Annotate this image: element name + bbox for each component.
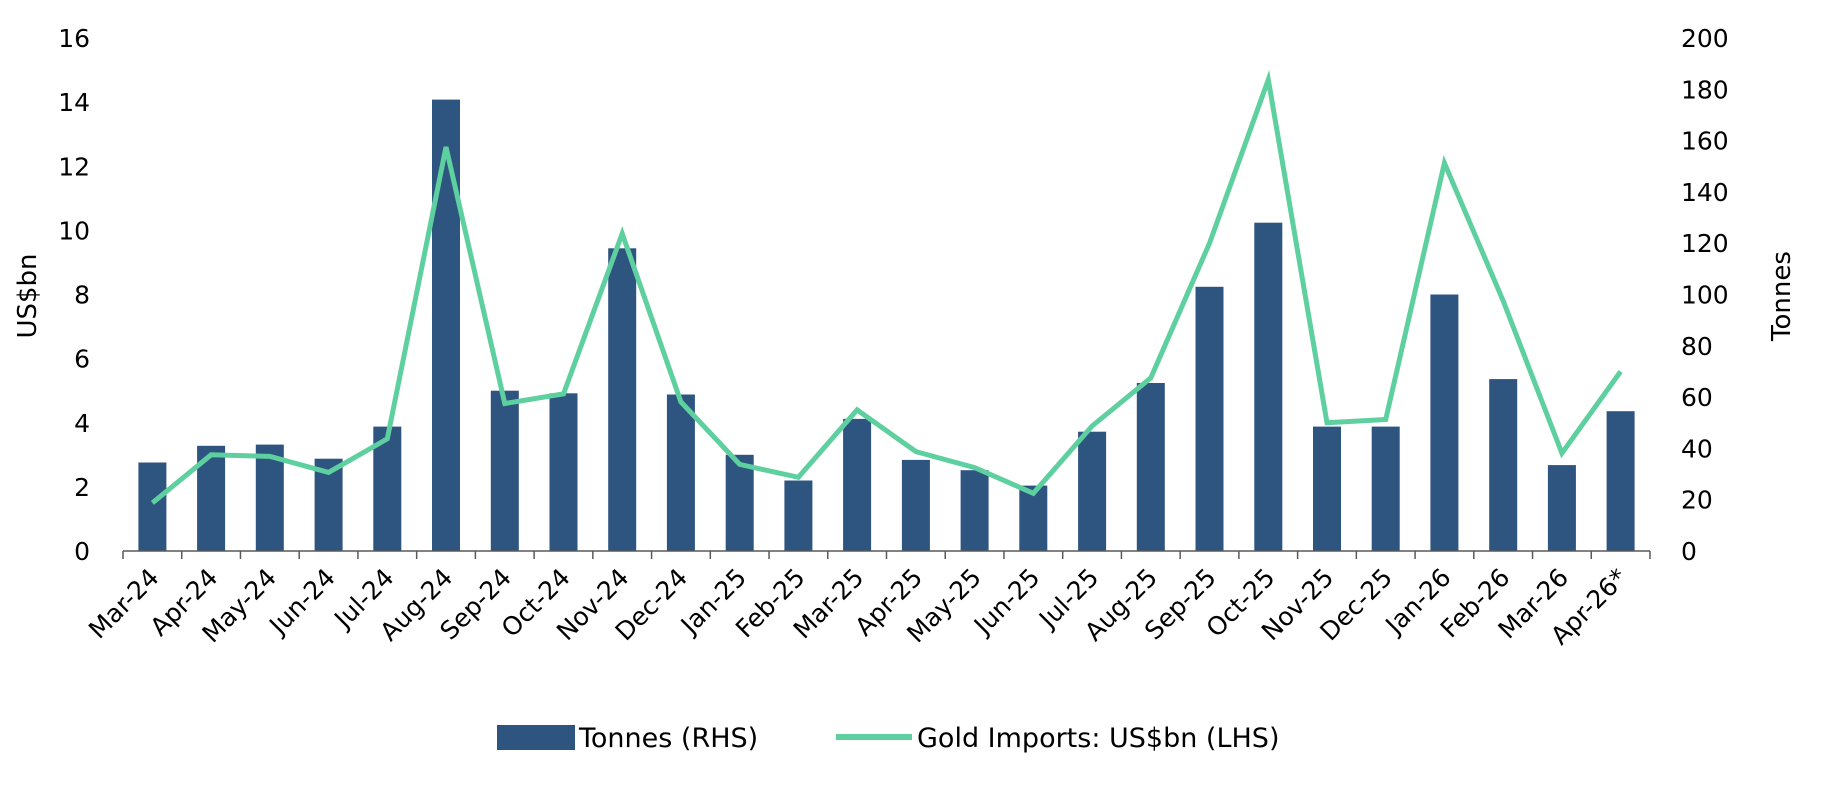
- left-tick-label: 4: [74, 409, 90, 438]
- bar-Jul-25: [1078, 431, 1107, 551]
- bar-Dec-25: [1371, 426, 1400, 551]
- left-tick-label: 16: [58, 24, 90, 53]
- legend-label-gold-imports: Gold Imports: US$bn (LHS): [917, 723, 1279, 754]
- right-tick-label: 140: [1681, 178, 1729, 207]
- left-tick-label: 6: [74, 345, 90, 374]
- bar-Oct-25: [1254, 222, 1283, 551]
- bar-Jun-25: [1019, 485, 1048, 551]
- right-axis: 0 20 40 60 80 100 120 140 160 180 200: [1681, 24, 1729, 566]
- right-tick-label: 120: [1681, 229, 1729, 258]
- bar-Apr-26*: [1606, 411, 1635, 551]
- right-tick-label: 180: [1681, 75, 1729, 104]
- x-tick-label: Mar-24: [83, 563, 165, 645]
- left-tick-label: 2: [74, 473, 90, 502]
- bar-Aug-25: [1136, 383, 1165, 551]
- bar-Nov-24: [608, 248, 637, 552]
- legend-swatch-tonnes: [497, 725, 575, 750]
- right-tick-label: 20: [1681, 486, 1713, 515]
- bar-Feb-26: [1489, 379, 1518, 551]
- right-tick-label: 100: [1681, 281, 1729, 310]
- left-tick-label: 0: [74, 537, 90, 566]
- x-tick-label: Jun-25: [967, 563, 1045, 641]
- right-tick-label: 0: [1681, 537, 1697, 566]
- left-axis-title: US$bn: [13, 253, 43, 338]
- left-tick-label: 10: [58, 216, 90, 245]
- bar-Apr-25: [901, 459, 930, 551]
- bar-Feb-25: [784, 480, 813, 551]
- right-tick-label: 40: [1681, 434, 1713, 463]
- right-tick-label: 160: [1681, 127, 1729, 156]
- left-tick-label: 8: [74, 281, 90, 310]
- bar-Jan-25: [725, 454, 754, 551]
- bar-Jul-24: [373, 426, 402, 551]
- bar-Aug-24: [432, 99, 460, 551]
- bar-Nov-25: [1313, 426, 1341, 551]
- x-tick-label: Jun-24: [262, 563, 340, 641]
- legend-label-tonnes: Tonnes (RHS): [578, 723, 758, 754]
- bars-layer: [138, 99, 1635, 552]
- bar-Mar-24: [138, 462, 167, 551]
- bar-Jan-26: [1430, 294, 1459, 551]
- right-axis-title: Tonnes: [1767, 251, 1797, 342]
- bar-May-25: [960, 470, 989, 551]
- bar-Oct-24: [549, 393, 578, 551]
- left-tick-label: 12: [58, 152, 90, 181]
- left-tick-label: 14: [58, 88, 90, 117]
- x-axis: Mar-24Apr-24May-24Jun-24Jul-24Aug-24Sep-…: [83, 550, 1651, 650]
- gold-imports-line: [150, 69, 1623, 505]
- line-layer: [150, 69, 1623, 505]
- bar-Dec-24: [666, 394, 695, 551]
- legend: Tonnes (RHS) Gold Imports: US$bn (LHS): [497, 723, 1279, 754]
- left-axis: 0 2 4 6 8 10 12 14 16: [58, 24, 90, 566]
- bar-May-24: [255, 444, 284, 551]
- bar-Sep-25: [1195, 286, 1224, 551]
- bar-Mar-25: [843, 418, 872, 551]
- bar-Sep-24: [490, 390, 519, 551]
- right-tick-label: 200: [1681, 24, 1729, 53]
- right-tick-label: 60: [1681, 383, 1713, 412]
- bar-Mar-26: [1547, 465, 1576, 551]
- right-tick-label: 80: [1681, 332, 1713, 361]
